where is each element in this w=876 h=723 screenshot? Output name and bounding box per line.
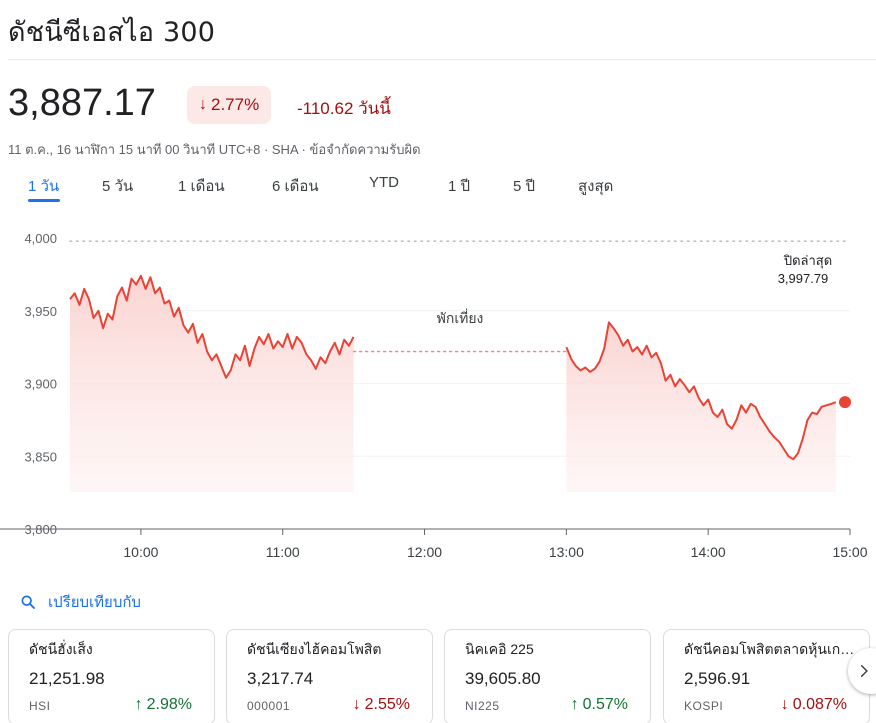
card-symbol: HSI bbox=[29, 699, 51, 713]
morning-series-line bbox=[69, 274, 355, 379]
tab-5-day[interactable]: 5 วัน bbox=[102, 178, 134, 195]
x-tick-label: 11:00 bbox=[266, 544, 300, 560]
card-symbol: 000001 bbox=[247, 699, 291, 713]
y-tick-label: 3,800 bbox=[24, 522, 57, 537]
compare-button[interactable]: เปรียบเทียบกับ bbox=[20, 590, 141, 614]
page-title: ดัชนีซีเอสไอ 300 bbox=[8, 17, 216, 48]
x-tick-label: 15:00 bbox=[832, 544, 867, 560]
chevron-right-icon bbox=[860, 664, 868, 678]
current-price-dot bbox=[839, 396, 851, 409]
change-absolute: -110.62 วันนี้ bbox=[297, 99, 391, 118]
card-change-value: 2.98% bbox=[146, 696, 192, 713]
change-percent-value: 2.77% bbox=[211, 95, 260, 114]
change-percent-badge: ↓ 2.77% bbox=[187, 86, 272, 124]
y-tick-label: 3,950 bbox=[24, 304, 57, 319]
compare-label: เปรียบเทียบกับ bbox=[48, 594, 141, 611]
current-price: 3,887.17 bbox=[8, 82, 156, 124]
lunch-break-label: พักเที่ยง bbox=[437, 309, 484, 326]
card-value: 39,605.80 bbox=[465, 669, 541, 688]
y-tick-label: 3,850 bbox=[24, 449, 57, 464]
card-symbol: NI225 bbox=[465, 699, 500, 713]
card-change-value: 0.57% bbox=[582, 696, 628, 713]
card-value: 21,251.98 bbox=[29, 669, 105, 688]
tab-ytd[interactable]: YTD bbox=[369, 174, 399, 191]
arrow-up-icon: ↑ bbox=[134, 696, 143, 713]
header-divider bbox=[8, 59, 876, 60]
arrow-down-icon: ↓ bbox=[199, 96, 207, 113]
afternoon-series-line bbox=[565, 321, 837, 461]
card-name: ดัชนีเซียงไฮ้คอมโพสิต bbox=[247, 641, 382, 657]
card-change-value: 0.087% bbox=[792, 696, 847, 713]
tab-6-month[interactable]: 6 เดือน bbox=[272, 178, 319, 195]
afternoon-series-area bbox=[566, 322, 836, 492]
previous-close-label: ปิดล่าสุด bbox=[783, 253, 832, 269]
price-chart[interactable]: 4,000 3,950 3,900 3,850 3,800 ปิดล่าสุด 3,997.… bbox=[0, 220, 876, 570]
card-symbol: KOSPI bbox=[684, 699, 724, 713]
arrow-up-icon: ↑ bbox=[570, 696, 579, 713]
tab-1-year[interactable]: 1 ปี bbox=[448, 178, 471, 195]
arrow-down-icon: ↓ bbox=[352, 696, 361, 713]
x-tick-label: 12:00 bbox=[407, 544, 442, 560]
index-card-kospi[interactable]: ดัชนีคอมโพสิตตลาดหุ้นเกาหลี 2,596.91 KOS… bbox=[663, 629, 870, 723]
x-tick-label: 13:00 bbox=[549, 544, 584, 560]
index-card-nikkei[interactable]: นิคเคอิ 225 39,605.80 NI225 ↑ 0.57% bbox=[444, 629, 651, 723]
previous-close-value: 3,997.79 bbox=[778, 271, 829, 286]
arrow-down-icon: ↓ bbox=[780, 696, 789, 713]
card-change: ↓ 2.55% bbox=[353, 696, 410, 714]
quote-meta[interactable]: 11 ต.ค., 16 นาฬิกา 15 นาที 00 วินาที UTC… bbox=[8, 142, 421, 157]
search-icon bbox=[21, 595, 35, 609]
x-tick-label: 14:00 bbox=[691, 544, 726, 560]
card-value: 2,596.91 bbox=[684, 669, 751, 688]
card-name: ดัชนีคอมโพสิตตลาดหุ้นเกาหลี bbox=[684, 641, 856, 657]
card-change: ↑ 0.57% bbox=[571, 696, 628, 714]
tab-1-day[interactable]: 1 วัน bbox=[28, 178, 60, 195]
card-value: 3,217.74 bbox=[247, 669, 314, 688]
card-change: ↓ 0.087% bbox=[781, 696, 847, 714]
y-tick-label: 3,900 bbox=[24, 377, 57, 392]
tab-5-year[interactable]: 5 ปี bbox=[513, 178, 536, 195]
card-change-value: 2.55% bbox=[364, 696, 410, 713]
active-tab-indicator bbox=[28, 199, 60, 202]
card-name: นิคเคอิ 225 bbox=[465, 641, 534, 657]
tab-1-month[interactable]: 1 เดือน bbox=[178, 178, 225, 195]
card-name: ดัชนีฮั่งเส็ง bbox=[29, 641, 93, 657]
index-card-shanghai[interactable]: ดัชนีเซียงไฮ้คอมโพสิต 3,217.74 000001 ↓ 2… bbox=[226, 629, 433, 723]
card-change: ↑ 2.98% bbox=[135, 696, 192, 714]
index-card-hsi[interactable]: ดัชนีฮั่งเส็ง 21,251.98 HSI ↑ 2.98% bbox=[8, 629, 215, 723]
y-tick-label: 4,000 bbox=[24, 231, 57, 246]
morning-series-area bbox=[70, 275, 354, 492]
x-tick-label: 10:00 bbox=[123, 544, 158, 560]
tab-max[interactable]: สูงสุด bbox=[578, 178, 614, 195]
